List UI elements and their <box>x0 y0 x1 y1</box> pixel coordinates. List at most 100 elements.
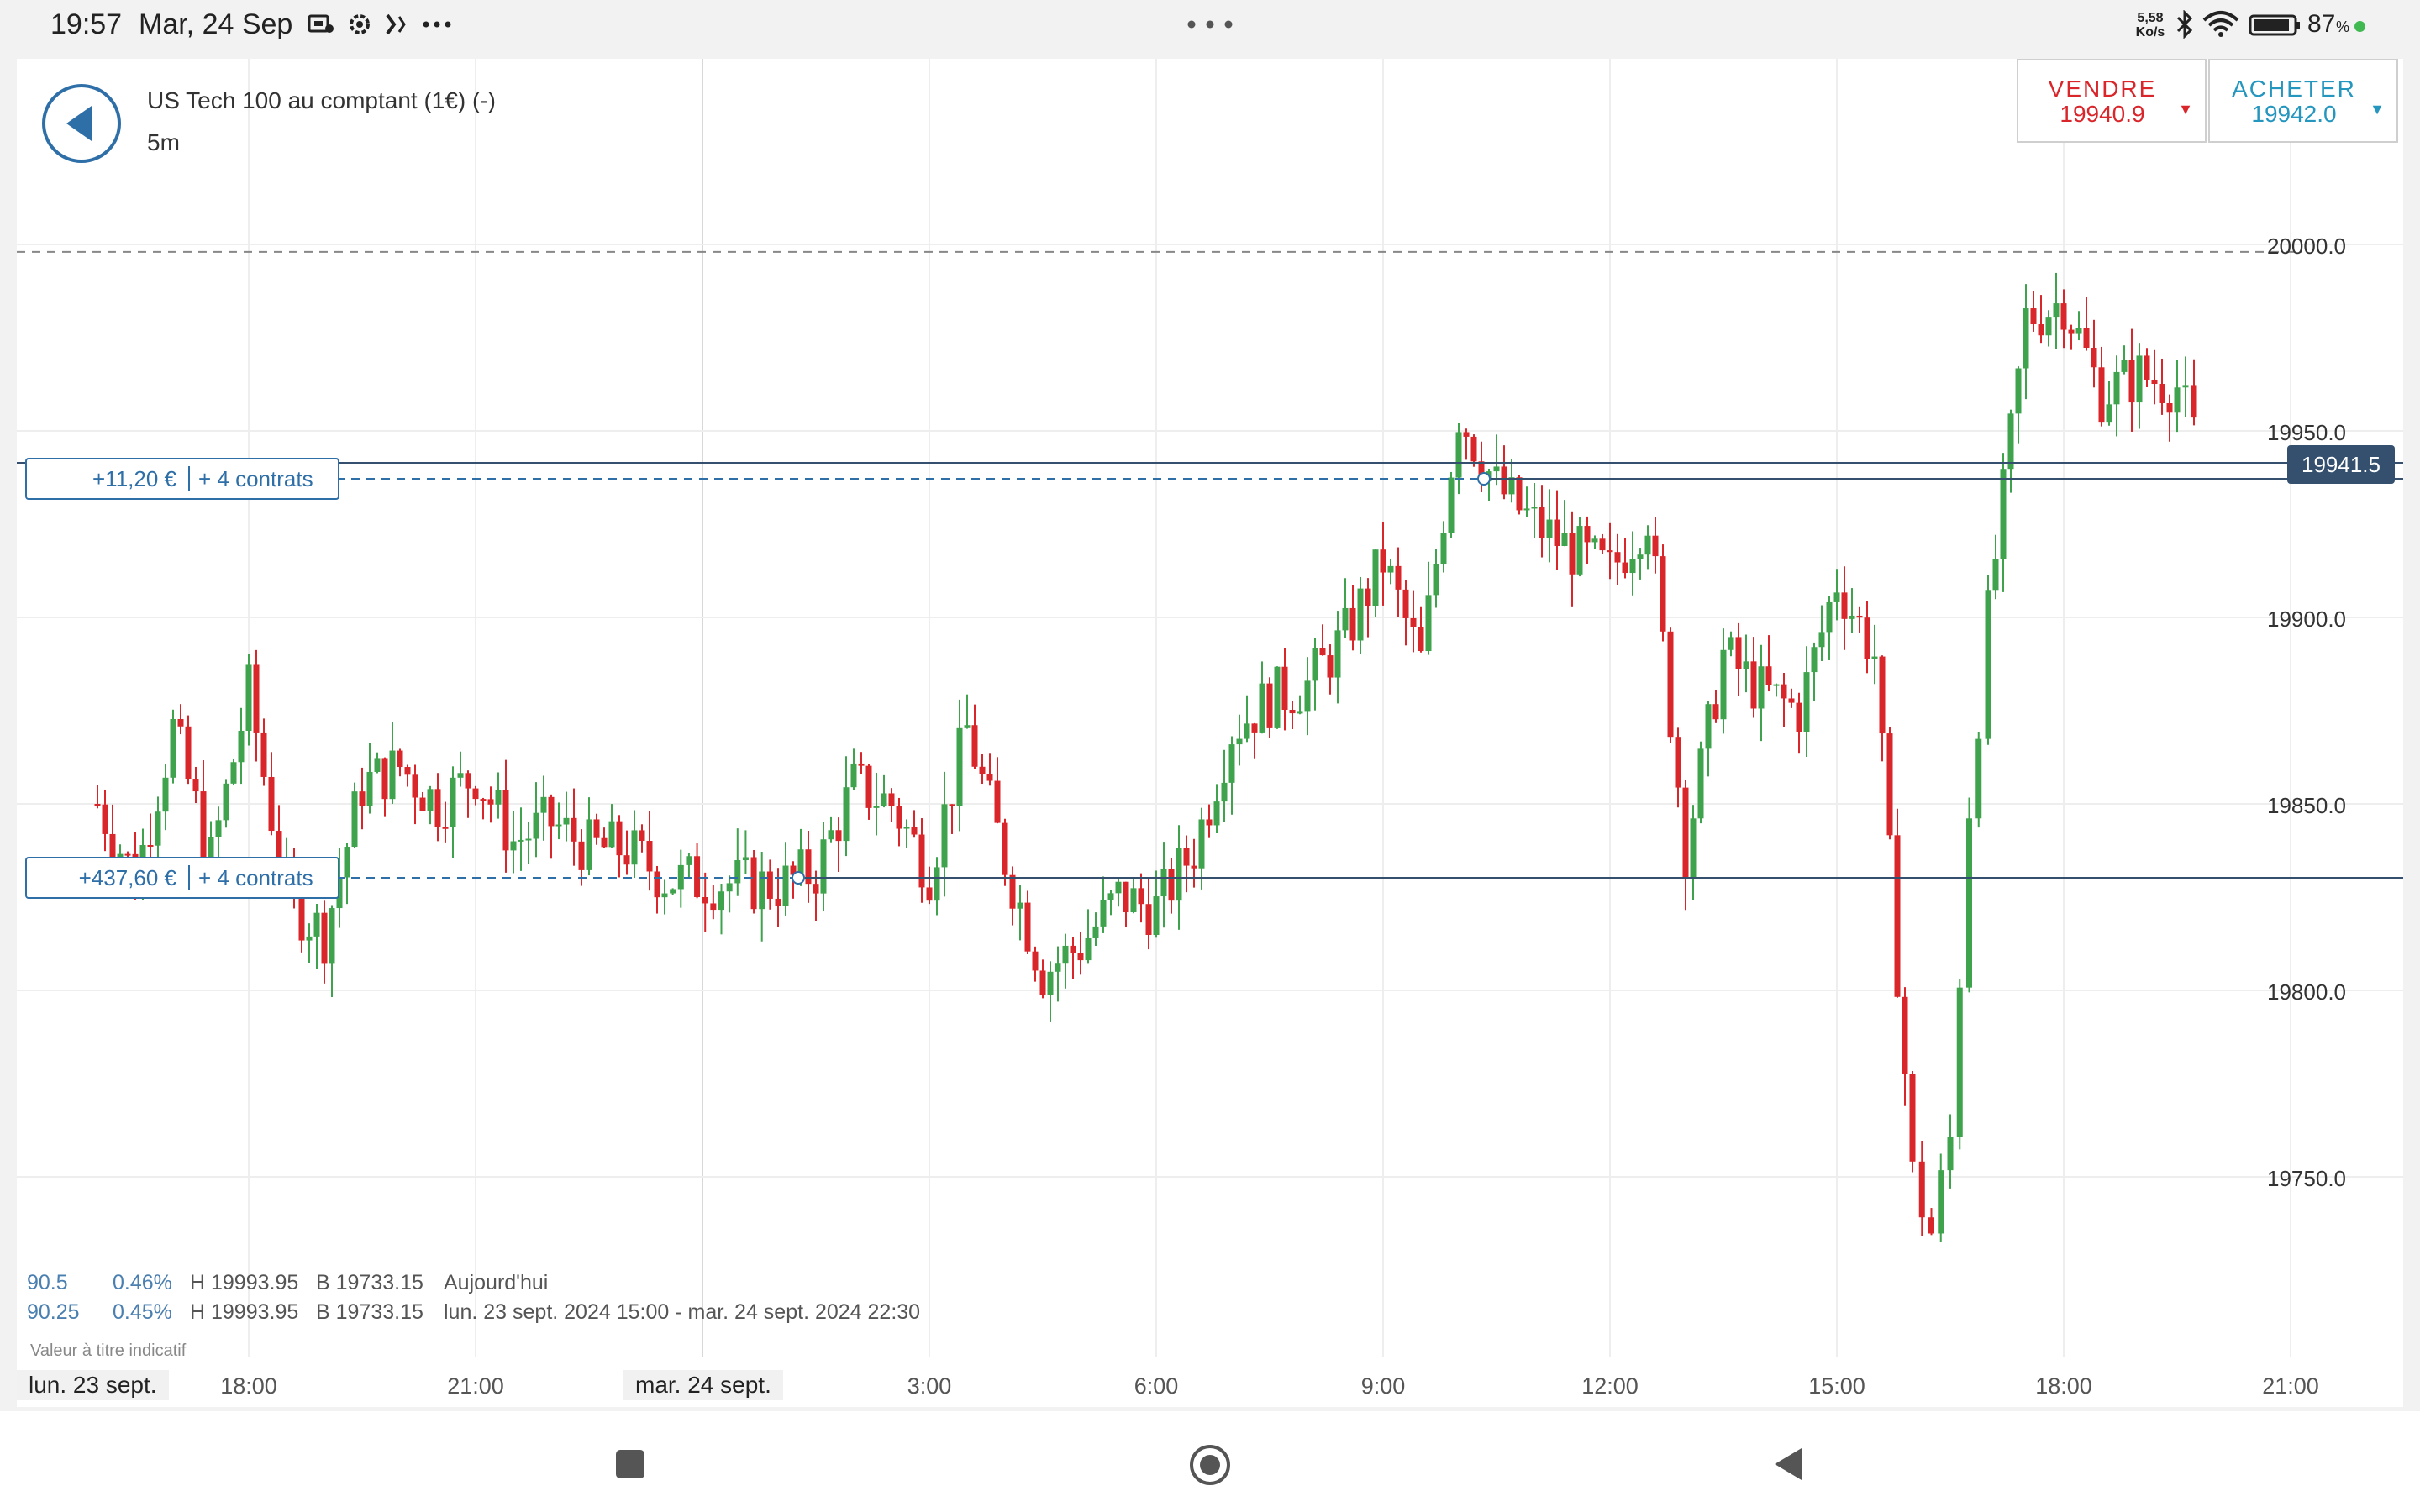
candle-down <box>1788 698 1795 703</box>
y-tick-label: 19850.0 <box>2267 793 2346 818</box>
sell-price: 19940.9 <box>2060 101 2145 127</box>
candle-up <box>313 912 320 937</box>
candle-up <box>742 857 749 861</box>
candle-up <box>873 806 880 808</box>
indicative-note: Valeur à titre indicatif <box>30 1341 187 1360</box>
status-bar: 19:57 Mar, 24 Sep 5,58 Ko/s 87 % <box>0 0 2420 52</box>
candle-down <box>790 865 797 875</box>
status-date: Mar, 24 Sep <box>139 8 293 40</box>
x-tick-label: 15:00 <box>1808 1373 1865 1399</box>
candle-up <box>1644 535 1651 555</box>
candle-up <box>1176 848 1182 901</box>
x-tick-label: 9:00 <box>1360 1373 1406 1399</box>
candle-down <box>888 793 895 806</box>
candle-up <box>903 827 910 829</box>
candle-up <box>1236 738 1243 745</box>
sync-icon <box>386 13 406 35</box>
candle-up <box>1304 680 1311 712</box>
candle-up <box>734 860 741 884</box>
candle-down <box>1183 848 1190 866</box>
candle-down <box>1781 684 1787 699</box>
candle-down <box>1077 953 1084 961</box>
candle-down <box>979 766 986 774</box>
candle-down <box>2060 303 2067 330</box>
candle-up <box>1047 971 1054 995</box>
candle-up <box>1213 801 1220 826</box>
candle-up <box>1372 549 1379 606</box>
candle-up <box>238 730 245 763</box>
candle-down <box>442 827 449 829</box>
candle-down <box>775 898 781 906</box>
candle-up <box>964 725 971 728</box>
y-tick-label: 19800.0 <box>2267 979 2346 1005</box>
position-tag-1[interactable]: +11,20 € + 4 contrats <box>25 458 339 500</box>
candle-up <box>170 718 176 778</box>
back-button[interactable] <box>42 84 121 163</box>
candle-down <box>1614 552 1621 563</box>
candle-down <box>949 804 955 806</box>
recents-button[interactable] <box>609 1443 651 1485</box>
candle-down <box>1402 589 1409 618</box>
candle-down <box>1765 666 1772 685</box>
position-pnl: +11,20 € <box>92 466 176 491</box>
candle-down <box>1682 787 1689 879</box>
recents-icon <box>616 1450 644 1478</box>
candle-up <box>1956 987 1963 1137</box>
x-tick-label: 18:00 <box>2035 1373 2092 1399</box>
candle-up <box>1425 595 1432 652</box>
candle-down <box>1569 533 1576 575</box>
candle-down <box>2191 385 2197 418</box>
candle-down <box>1410 617 1417 627</box>
candle-up <box>1244 723 1250 739</box>
handle-dots-icon <box>1187 20 1233 29</box>
candle-down <box>805 849 812 885</box>
stat-low: B 19733.15 <box>316 1271 424 1294</box>
candle-up <box>1773 684 1780 686</box>
candle-up <box>1705 704 1712 749</box>
candle-down <box>1070 945 1076 953</box>
buy-button[interactable]: ACHETER 19942.0 ▼ <box>2208 59 2398 143</box>
candle-up <box>351 791 358 848</box>
net-speed-value: 5,58 <box>2137 11 2164 25</box>
position-tag-2[interactable]: +437,60 € + 4 contrats <box>25 857 339 899</box>
candle-down <box>381 758 388 800</box>
candle-up <box>215 820 222 837</box>
candle-down <box>766 871 773 899</box>
stat-high: H 19993.95 <box>190 1271 299 1294</box>
candle-down <box>1894 835 1901 997</box>
home-button[interactable] <box>1188 1443 1230 1485</box>
stat-high: H 19993.95 <box>190 1300 299 1324</box>
candle-down <box>2098 367 2105 423</box>
candle-up <box>329 908 335 964</box>
candle-up <box>366 771 373 806</box>
candle-up <box>427 789 434 811</box>
candlestick-chart[interactable] <box>17 59 2403 1407</box>
candle-down <box>1909 1074 1916 1162</box>
candle-down <box>918 834 925 888</box>
candle-down <box>1675 737 1681 788</box>
candle-up <box>2136 355 2143 403</box>
chart-panel[interactable]: US Tech 100 au comptant (1€) (-) 5m VEND… <box>17 59 2403 1407</box>
sell-button[interactable]: VENDRE 19940.9 ▼ <box>2017 59 2207 143</box>
timeframe[interactable]: 5m <box>147 129 180 155</box>
candle-up <box>718 891 724 911</box>
position-contracts: + 4 contrats <box>198 466 313 491</box>
back-nav-button[interactable] <box>1768 1443 1810 1485</box>
candle-down <box>124 853 131 856</box>
candle-up <box>1697 748 1704 819</box>
candle-up <box>563 817 570 825</box>
home-icon <box>1190 1445 1230 1485</box>
candle-down <box>1796 702 1802 732</box>
sell-caret-icon: ▼ <box>2178 101 2193 118</box>
candle-down <box>268 776 275 832</box>
candle-up <box>1115 881 1122 894</box>
candle-up <box>2045 317 2052 336</box>
candle-up <box>2174 387 2181 413</box>
x-tick-label: 6:00 <box>1134 1373 1179 1399</box>
y-tick-label: 19950.0 <box>2267 420 2346 445</box>
candle-up <box>782 865 789 906</box>
candle-up <box>336 877 343 909</box>
candle-up <box>1107 893 1114 900</box>
candle-down <box>1501 466 1507 495</box>
stat-percent: 0.45% <box>113 1300 172 1324</box>
